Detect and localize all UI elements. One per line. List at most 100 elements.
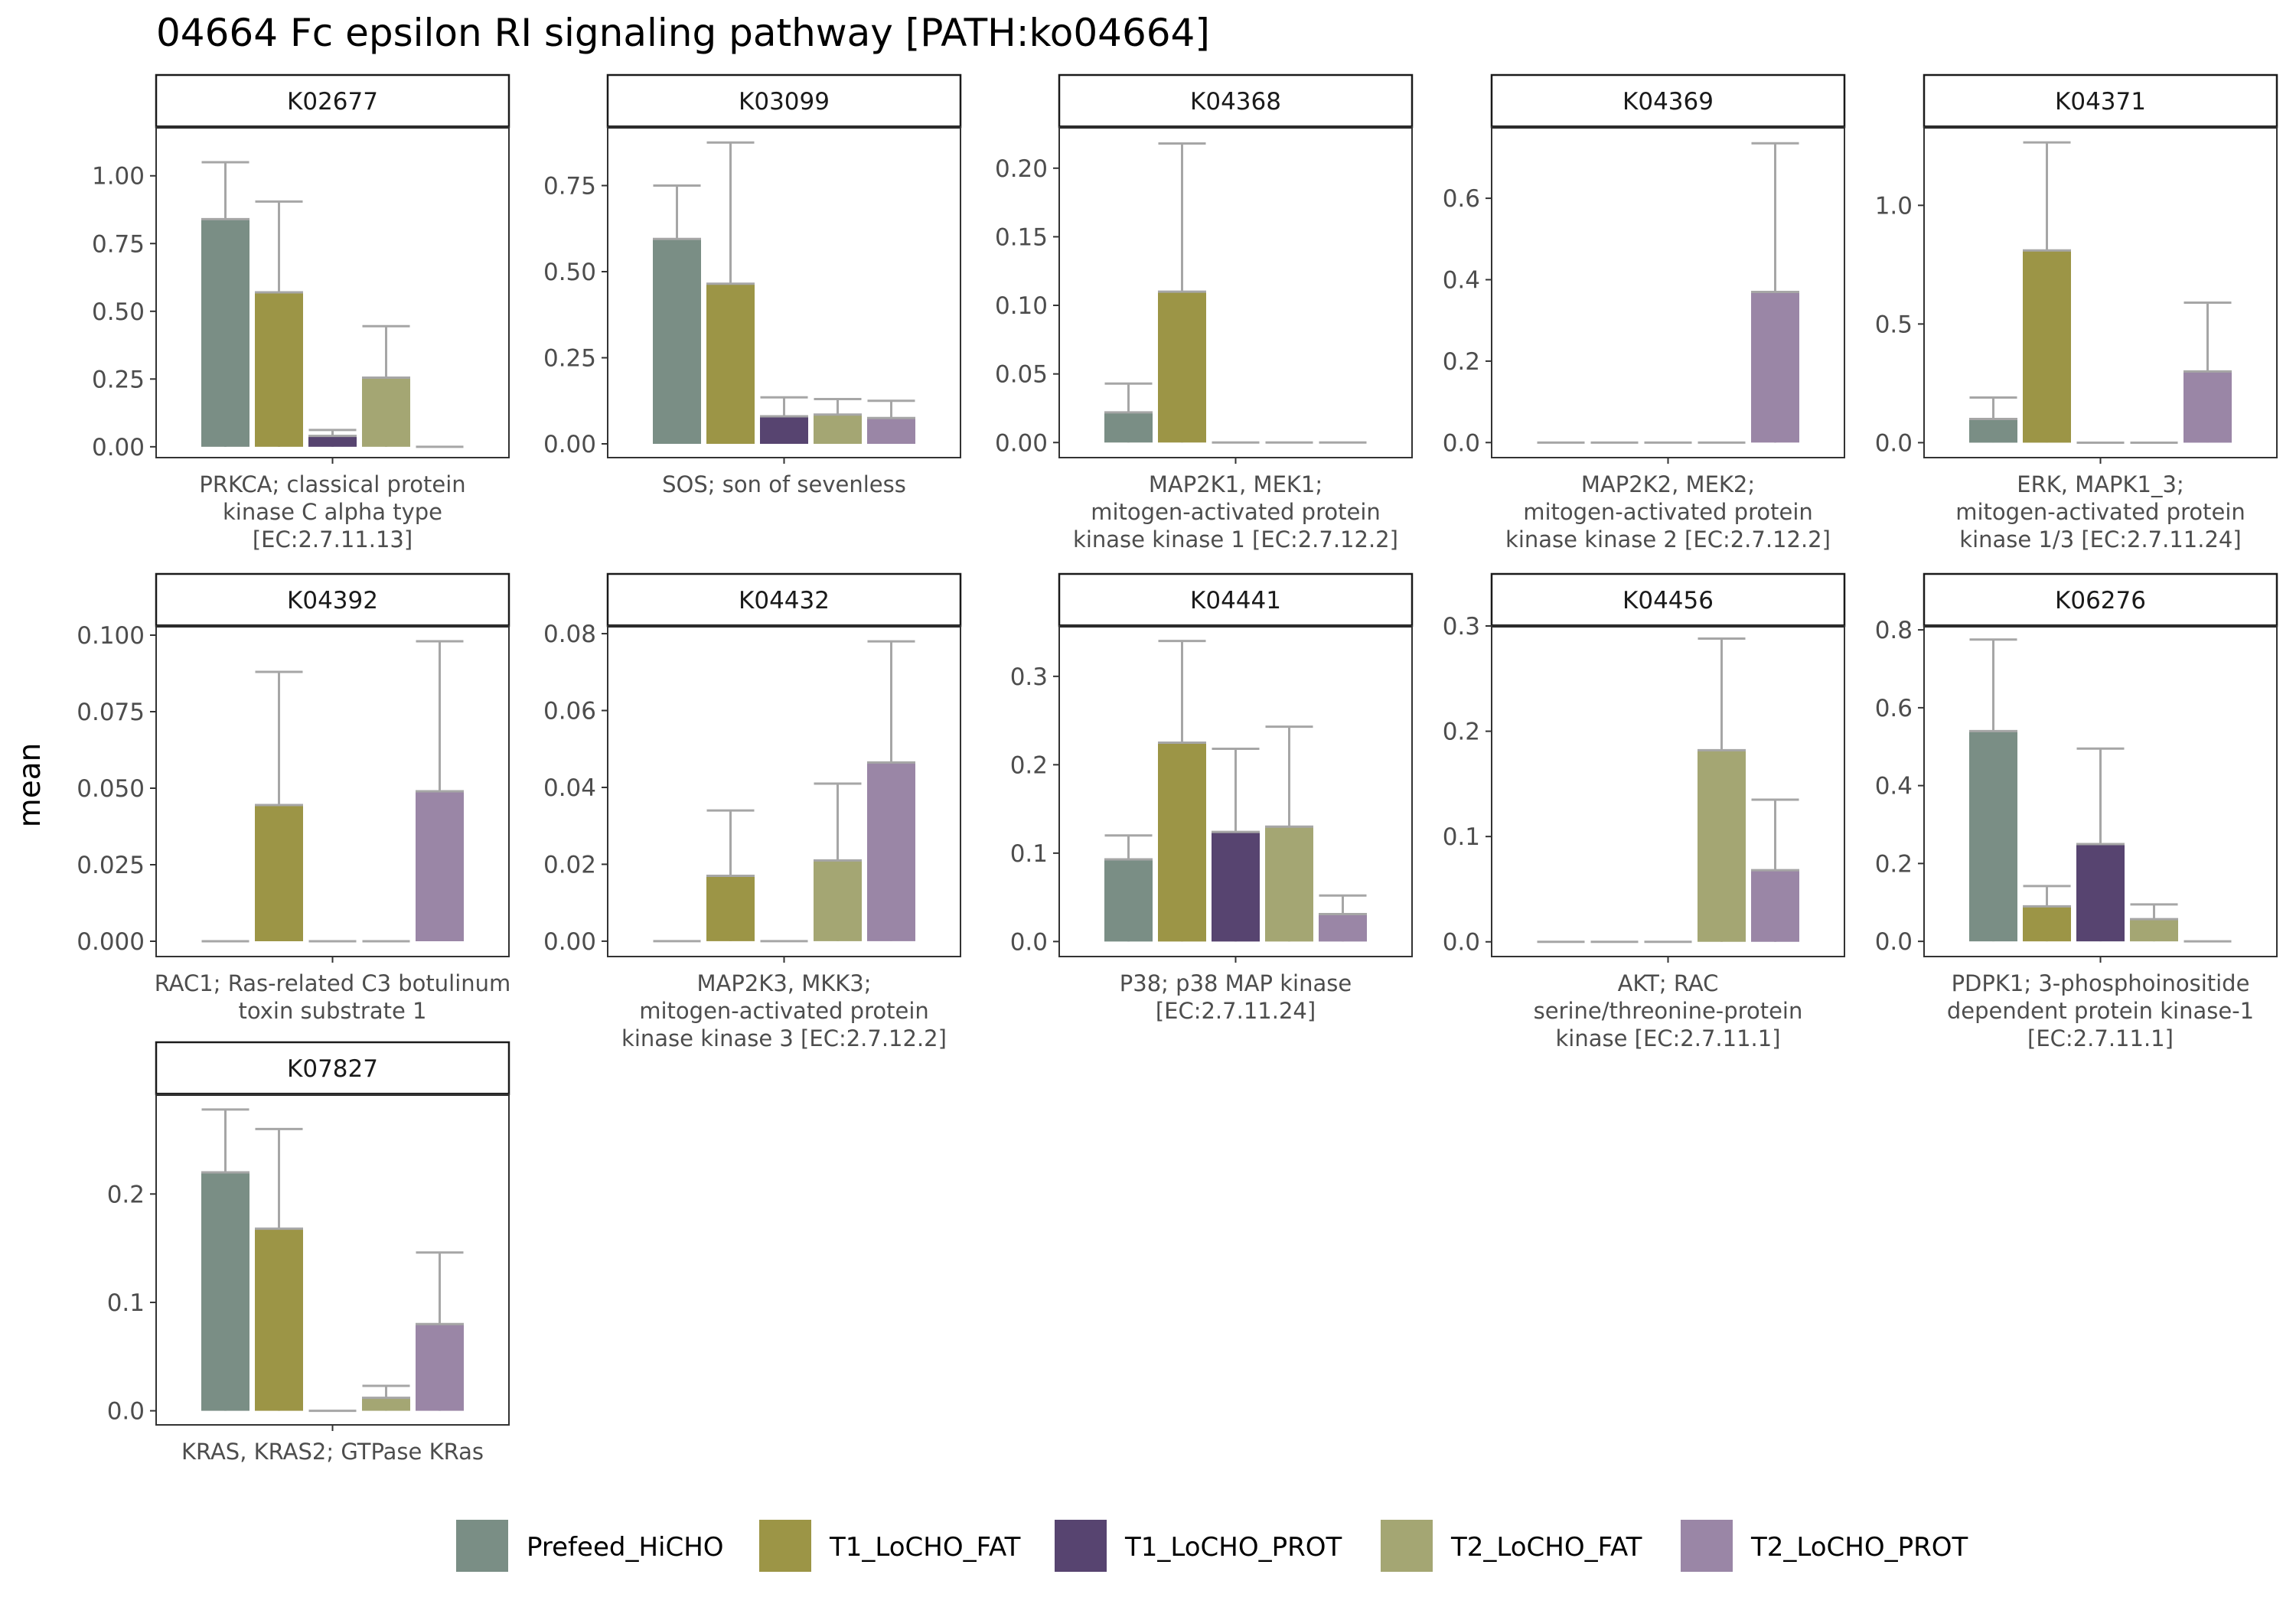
bar-K04392-T2_LoCHO_PROT [416,791,464,941]
legend-item-T1_LoCHO_PROT: T1_LoCHO_PROT [1055,1520,1342,1572]
category-label: MAP2K2, MEK2; [1581,471,1755,497]
y-tick-label: 0.00 [995,429,1048,457]
y-tick-label: 0.10 [995,292,1048,320]
category-label: kinase kinase 3 [EC:2.7.12.2] [621,1025,947,1051]
y-tick-label: 0.00 [92,434,145,461]
category-label: kinase [EC:2.7.11.1] [1555,1025,1780,1051]
strip-K02677 [155,73,510,129]
bar-K06276-T1_LoCHO_FAT [2023,906,2071,942]
bar-K04441-Prefeed_HiCHO [1104,859,1153,942]
legend-swatch [1381,1520,1433,1572]
y-tick-label: 0.04 [543,774,596,802]
category-label: RAC1; Ras-related C3 botulinum [155,970,511,996]
bar-K04456-T2_LoCHO_FAT [1698,750,1746,942]
bar-K06276-T2_LoCHO_FAT [2130,919,2178,942]
legend-label: T1_LoCHO_PROT [1124,1532,1342,1563]
panel-K04456: K04456 0.0 0.1 0.2 0.3 AKT; RACserine/threoni… [1443,572,1846,1051]
y-tick-label: 0.15 [995,223,1048,251]
y-tick-label: 0.5 [1875,311,1913,338]
strip-label: K04441 [1190,587,1281,614]
strip-label: K06276 [2055,587,2146,614]
bar-K07827-T1_LoCHO_FAT [255,1228,303,1411]
bar-K04368-T1_LoCHO_FAT [1158,292,1206,443]
bar-K04432-T2_LoCHO_PROT [867,762,915,941]
y-axis-label: mean [13,743,47,828]
y-tick-label: 0.0 [1010,928,1048,956]
strip-label: K04432 [739,587,830,614]
y-tick-label: 0.050 [77,775,145,803]
y-tick-label: 0.025 [77,852,145,879]
strip-label: K07827 [287,1055,378,1083]
category-label: serine/threonine-protein [1534,998,1803,1024]
y-tick-label: 0.75 [543,173,596,200]
y-tick-label: 0.0 [1875,429,1913,457]
bar-K04371-T1_LoCHO_FAT [2023,250,2071,443]
bar-K07827-T2_LoCHO_PROT [416,1324,464,1411]
category-label: PRKCA; classical protein [199,471,465,497]
category-label: kinase 1/3 [EC:2.7.11.24] [1959,526,2241,553]
legend-label: T2_LoCHO_PROT [1750,1532,1968,1563]
category-label: mitogen-activated protein [1091,499,1381,525]
category-label: P38; p38 MAP kinase [1120,970,1352,996]
category-label: mitogen-activated protein [639,998,929,1024]
bar-K03099-T1_LoCHO_FAT [706,283,755,444]
category-label: AKT; RAC [1618,970,1719,996]
category-label: KRAS, KRAS2; GTPase KRas [181,1439,484,1465]
category-label: kinase C alpha type [223,499,442,525]
legend-label: T1_LoCHO_FAT [829,1532,1021,1563]
bar-K06276-Prefeed_HiCHO [1969,731,2017,942]
strip-label: K02677 [287,88,378,116]
category-label: [EC:2.7.11.24] [1156,998,1316,1024]
y-tick-label: 0.2 [1443,348,1480,376]
panel-K04432: K04432 0.00 0.02 0.04 0.06 0.08 MAP2K3, MKK3;m… [543,572,962,1051]
y-tick-label: 0.02 [543,851,596,878]
bar-K02677-T1_LoCHO_PROT [308,435,357,447]
legend-swatch [456,1520,508,1572]
y-tick-label: 0.2 [1010,751,1048,779]
strip-label: K03099 [739,88,830,116]
legend-label: T2_LoCHO_FAT [1450,1532,1642,1563]
y-tick-label: 0.0 [107,1398,145,1426]
facet-panels: K02677 0.00 0.25 0.50 0.75 1.00 PRKCA; classic… [77,73,2278,1465]
strip-K06276 [1923,572,2278,627]
y-tick-label: 0.05 [995,361,1048,389]
legend-swatch [759,1520,811,1572]
strip-K07827 [155,1041,510,1096]
strip-label: K04371 [2055,88,2146,116]
category-label: ERK, MAPK1_3; [2017,471,2183,497]
category-label: [EC:2.7.11.1] [2027,1025,2174,1051]
y-tick-label: 0.25 [92,366,145,393]
strip-K04371 [1923,73,2278,129]
bar-K02677-T1_LoCHO_FAT [255,292,303,447]
y-tick-label: 0.50 [543,259,596,286]
y-tick-label: 0.4 [1875,773,1913,800]
y-tick-label: 0.75 [92,230,145,258]
y-tick-label: 0.6 [1443,185,1480,213]
bar-K02677-T2_LoCHO_FAT [362,377,410,447]
y-tick-label: 0.50 [92,298,145,326]
bar-K03099-Prefeed_HiCHO [653,239,701,444]
panel-border [1058,126,1413,458]
y-tick-label: 0.100 [77,622,145,650]
strip-label: K04456 [1623,587,1714,614]
y-tick-label: 0.2 [1443,719,1480,746]
bar-K07827-T2_LoCHO_FAT [362,1397,410,1411]
panel-K04369: K04369 0.0 0.2 0.4 0.6 MAP2K2, MEK2;mitogen-a… [1443,73,1846,553]
category-label: kinase kinase 1 [EC:2.7.12.2] [1073,526,1398,553]
y-tick-label: 0.00 [543,928,596,956]
y-tick-label: 0.1 [1443,823,1480,851]
panel-K07827: K07827 0.0 0.1 0.2 KRAS, KRAS2; GTPase KRas [107,1041,510,1465]
y-tick-label: 0.0 [1443,929,1480,957]
bar-K04456-T2_LoCHO_PROT [1751,870,1799,942]
y-tick-label: 0.075 [77,699,145,726]
category-label: SOS; son of sevenless [662,471,906,497]
category-label: toxin substrate 1 [239,998,427,1024]
strip-K04456 [1490,572,1846,627]
y-tick-label: 0.3 [1010,663,1048,691]
y-tick-label: 0.20 [995,155,1048,183]
bar-K04368-Prefeed_HiCHO [1104,412,1153,443]
legend-swatch [1055,1520,1107,1572]
bar-K04441-T2_LoCHO_PROT [1319,914,1367,942]
y-tick-label: 0.1 [1010,840,1048,868]
y-tick-label: 1.0 [1875,192,1913,220]
